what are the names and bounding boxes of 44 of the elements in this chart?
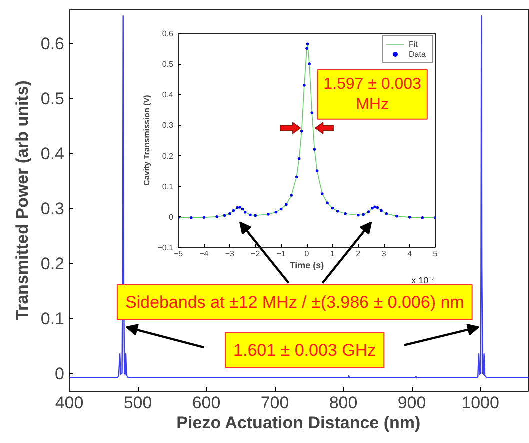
- x-tick-label: 400: [55, 394, 84, 412]
- y-axis-title: Cavity Transmission (V): [142, 94, 152, 186]
- x-tick-label: −2: [251, 250, 261, 258]
- x-tick-label: 800: [329, 394, 358, 412]
- y-tick-label: 0.2: [162, 152, 174, 161]
- x-tick-label: 1: [330, 250, 336, 258]
- annotation: 1.597 ± 0.003 MHz: [324, 76, 422, 114]
- x-tick-label: 900: [398, 394, 426, 412]
- y-tick-label: 0.5: [40, 90, 65, 109]
- y-tick-label: 0.3: [40, 199, 65, 218]
- x-tick-label: −1: [276, 250, 286, 258]
- x-tick-label: 600: [192, 394, 221, 412]
- legend-label: Data: [409, 49, 427, 59]
- y-tick-label: 0.1: [162, 182, 174, 192]
- y-tick-label: 0.5: [162, 60, 174, 70]
- x-axis-title: Piezo Actuation Distance (nm): [176, 414, 421, 432]
- annotation: x 10⁻⁴: [412, 276, 436, 286]
- x-tick-label: 5: [433, 250, 438, 258]
- x-axis-title: Time (s): [290, 260, 324, 270]
- x-tick-label: −4: [200, 250, 210, 258]
- x-tick-label: 3: [382, 250, 387, 258]
- y-tick-label: 0.6: [162, 30, 174, 38]
- x-tick-label: 4: [408, 250, 413, 258]
- y-tick-label: 0.6: [40, 34, 65, 54]
- y-axis-title: Transmitted Power (arb units): [12, 80, 32, 320]
- x-tick-label: 0: [304, 250, 310, 258]
- x-tick-label: 700: [260, 394, 290, 412]
- y-tick-label: 0.1: [40, 309, 65, 328]
- x-tick-label: −3: [225, 250, 236, 258]
- x-tick-label: 500: [124, 394, 152, 412]
- line-series: [70, 15, 528, 378]
- y-tick-label: 0.3: [162, 121, 174, 130]
- annotation: 1.601 ± 0.003 GHz: [234, 340, 376, 360]
- annotation: Sidebands at ±12 MHz / ±(3.986 ± 0.006) nm: [125, 292, 464, 312]
- y-tick-label: 0.4: [162, 90, 174, 100]
- y-tick-label: 0: [169, 212, 174, 222]
- x-tick-label: −5: [174, 250, 184, 258]
- y-tick-label: −0.1: [158, 244, 174, 252]
- y-tick-label: 0: [55, 364, 65, 384]
- x-tick-label: 1000: [462, 394, 500, 412]
- y-tick-label: 0.2: [40, 254, 65, 274]
- x-tick-label: 2: [356, 250, 362, 258]
- y-tick-label: 0.4: [40, 144, 65, 164]
- legend-label: Fit: [409, 39, 419, 49]
